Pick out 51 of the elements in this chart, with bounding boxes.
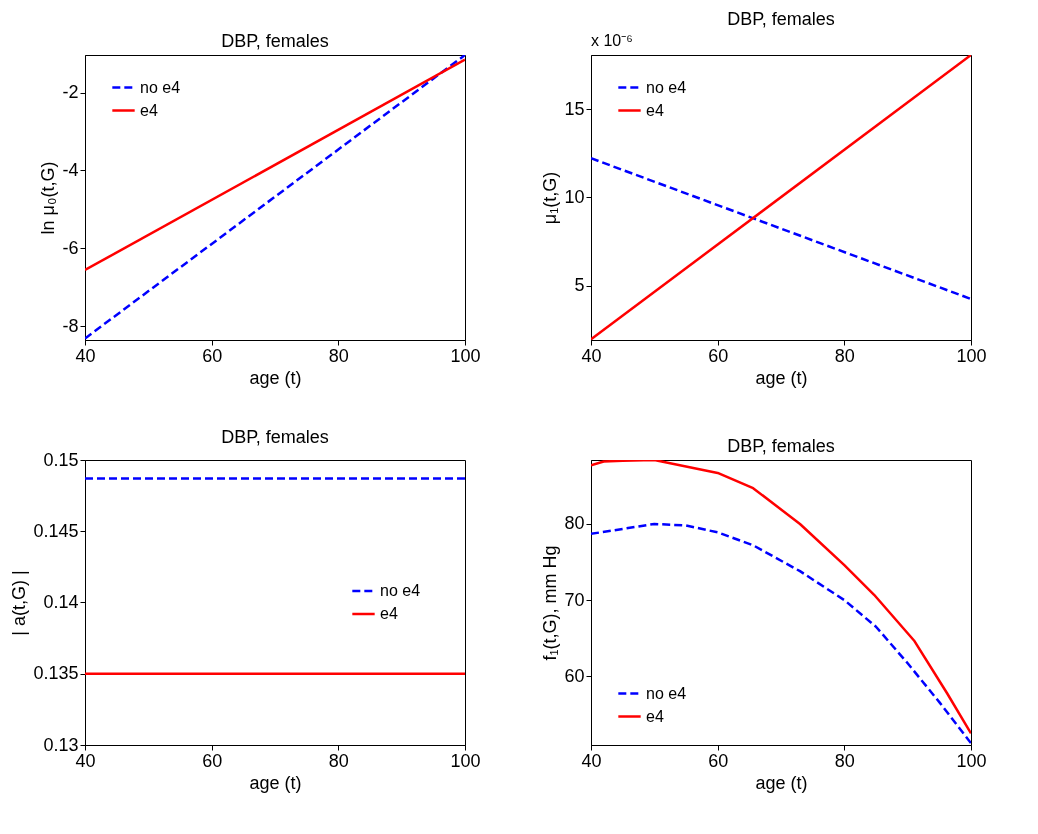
y-tick-label: 0.15	[43, 449, 79, 470]
y-tick-label: 0.145	[33, 520, 79, 541]
x-tick-label: 80	[834, 750, 855, 771]
y-tick-label: -6	[62, 237, 79, 258]
y-tick-label: -4	[62, 159, 79, 180]
legend-label: no e4	[380, 582, 421, 599]
x-axis-title: age (t)	[249, 367, 302, 388]
x-tick-label: 80	[328, 345, 349, 366]
y-tick-label: -2	[62, 82, 79, 103]
chart-title: DBP, females	[221, 31, 329, 51]
x-axis-title: age (t)	[249, 772, 302, 793]
chart-title: DBP, females	[727, 9, 835, 29]
x-tick-label: 100	[450, 750, 481, 771]
chart-title: DBP, females	[727, 436, 835, 456]
legend-label: no e4	[140, 78, 181, 96]
x-tick-label: 60	[202, 750, 223, 771]
y-tick-label: 80	[564, 513, 585, 534]
y-axis-title: μ₁(t,G)	[540, 171, 561, 225]
y-tick-label: 10	[564, 187, 585, 207]
y-tick-label: 0.135	[33, 663, 79, 684]
x-tick-label: 100	[956, 750, 987, 771]
y-tick-label: 15	[564, 98, 585, 119]
x-tick-label: 40	[581, 345, 602, 366]
x-tick-label: 60	[708, 345, 729, 366]
x-tick-label: 40	[581, 750, 602, 771]
x-tick-label: 60	[708, 750, 729, 771]
legend-label: no e4	[646, 684, 687, 702]
legend-label: e4	[140, 101, 158, 119]
y-axis-title: ln μ₀(t,G)	[38, 161, 59, 235]
x-tick-label: 80	[328, 750, 349, 771]
x-axis-title: age (t)	[755, 367, 808, 388]
legend-label: e4	[380, 605, 398, 622]
x-tick-label: 100	[450, 345, 481, 366]
legend-label: no e4	[646, 78, 687, 96]
line-series	[591, 460, 971, 735]
y-axis-title: f₁(t,G), mm Hg	[540, 545, 561, 661]
x-tick-label: 80	[834, 345, 855, 366]
x-tick-label: 60	[202, 345, 223, 366]
y-axis-title: | a(t,G) |	[9, 570, 30, 636]
y-tick-label: 70	[564, 589, 585, 610]
x-axis-title: age (t)	[755, 772, 808, 793]
x-tick-label: 100	[956, 345, 987, 366]
legend-label: e4	[646, 101, 664, 119]
y-tick-label: 5	[574, 275, 585, 296]
legend-label: e4	[646, 707, 664, 725]
y-tick-label: 60	[564, 665, 585, 686]
y-tick-label: -8	[62, 315, 79, 336]
x-tick-label: 40	[75, 345, 96, 366]
y-tick-label: 0.14	[43, 592, 79, 612]
text: x 10⁻⁶	[591, 32, 633, 49]
chart-title: DBP, females	[221, 427, 329, 447]
